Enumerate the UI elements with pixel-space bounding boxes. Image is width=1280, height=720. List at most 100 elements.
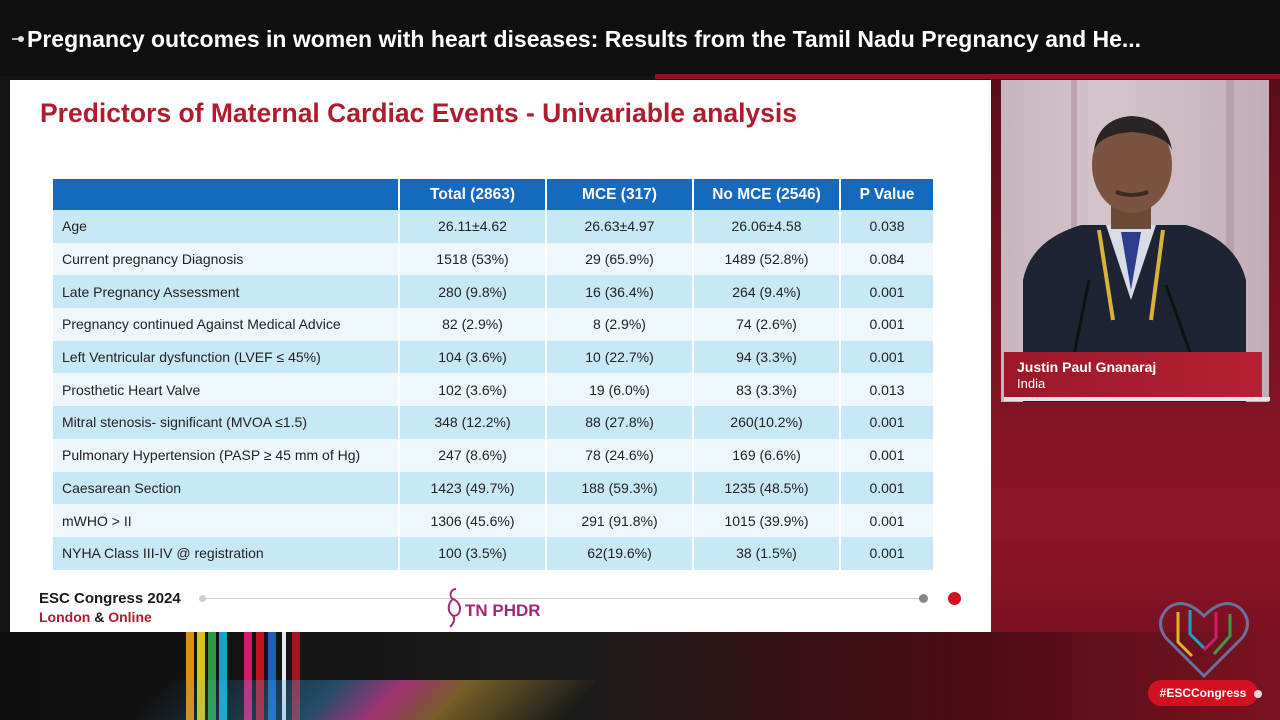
decor-stripe xyxy=(256,632,264,720)
speaker-name: Justin Paul Gnanaraj xyxy=(1017,359,1157,375)
value-cell: 104 (3.6%) xyxy=(398,340,546,374)
table-row: Age 26.11±4.62 26.63±4.97 26.06±4.58 0.038 xyxy=(53,210,933,243)
table-row: NYHA Class III-IV @ registration 100 (3.5… xyxy=(53,536,933,570)
tnphdr-logo-text: TN PHDR xyxy=(465,601,541,620)
value-cell: 247 (8.6%) xyxy=(398,438,546,472)
location-online: Online xyxy=(108,609,152,625)
row-label-cell: Pregnancy continued Against Medical Advi… xyxy=(53,308,399,341)
value-cell: 102 (3.6%) xyxy=(398,373,546,407)
value-cell: 1015 (39.9%) xyxy=(692,504,840,537)
table-row: Caesarean Section 1423 (49.7%) 188 (59.3%)… xyxy=(53,471,933,505)
value-cell: 264 (9.4%) xyxy=(692,275,840,309)
row-label-cell: mWHO > II xyxy=(53,504,399,537)
decor-stripe xyxy=(219,632,227,720)
value-cell: 280 (9.8%) xyxy=(398,275,546,309)
value-cell: 188 (59.3%) xyxy=(545,471,693,505)
decor-stripe xyxy=(186,632,194,720)
value-cell: 0.001 xyxy=(839,504,933,537)
congress-location: London & Online xyxy=(39,609,152,625)
row-label-cell: Caesarean Section xyxy=(53,471,399,505)
presentation-slide: Predictors of Maternal Cardiac Events - … xyxy=(10,80,991,632)
value-cell: 88 (27.8%) xyxy=(545,406,693,439)
row-label-cell: Current pregnancy Diagnosis xyxy=(53,242,399,276)
esc-heart-logo-icon xyxy=(1159,602,1249,679)
value-cell: 29 (65.9%) xyxy=(545,242,693,276)
table-header-row: Total (2863) MCE (317) No MCE (2546) P V… xyxy=(53,179,933,210)
value-cell: 8 (2.9%) xyxy=(545,308,693,341)
value-cell: 0.001 xyxy=(839,308,933,341)
value-cell: 1518 (53%) xyxy=(398,242,546,276)
value-cell: 78 (24.6%) xyxy=(545,438,693,472)
value-cell: 169 (6.6%) xyxy=(692,438,840,472)
decor-stripe xyxy=(268,632,276,720)
table-row: Left Ventricular dysfunction (LVEF ≤ 45%… xyxy=(53,340,933,374)
progress-start-dot xyxy=(199,595,206,602)
value-cell: 10 (22.7%) xyxy=(545,340,693,374)
row-label-cell: Age xyxy=(53,210,399,243)
table-row: Pulmonary Hypertension (PASP ≥ 45 mm of … xyxy=(53,438,933,472)
value-cell: 83 (3.3%) xyxy=(692,373,840,407)
value-cell: 0.038 xyxy=(839,210,933,243)
session-title: Pregnancy outcomes in women with heart d… xyxy=(27,26,1142,52)
value-cell: 26.63±4.97 xyxy=(545,210,693,243)
value-cell: 26.11±4.62 xyxy=(398,210,546,243)
header-cell: No MCE (2546) xyxy=(692,179,840,210)
hashtag-badge: #ESCCongress xyxy=(1148,680,1258,706)
table-row: mWHO > II 1306 (45.6%) 291 (91.8%) 1015 (39… xyxy=(53,504,933,537)
table-row: Current pregnancy Diagnosis 1518 (53%) 29 … xyxy=(53,242,933,276)
hashtag-dot-icon xyxy=(1254,690,1262,698)
value-cell: 74 (2.6%) xyxy=(692,308,840,341)
value-cell: 1235 (48.5%) xyxy=(692,471,840,505)
value-cell: 26.06±4.58 xyxy=(692,210,840,243)
value-cell: 16 (36.4%) xyxy=(545,275,693,309)
stage-background xyxy=(0,632,1280,720)
value-cell: 0.001 xyxy=(839,438,933,472)
location-city: London xyxy=(39,609,91,625)
row-label-cell: Pulmonary Hypertension (PASP ≥ 45 mm of … xyxy=(53,438,399,472)
decor-stripe xyxy=(208,632,216,720)
location-amp: & xyxy=(94,609,105,625)
header-cell: Total (2863) xyxy=(398,179,546,210)
row-label-cell: Prosthetic Heart Valve xyxy=(53,373,399,407)
slide-title: Predictors of Maternal Cardiac Events - … xyxy=(40,98,798,128)
lower-third-bar xyxy=(1004,397,1270,401)
table-row: Prosthetic Heart Valve 102 (3.6%) 19 (6.0%… xyxy=(53,373,933,407)
floor-light-beam xyxy=(133,680,597,720)
header-cell: P Value xyxy=(839,179,933,210)
value-cell: 0.001 xyxy=(839,536,933,570)
table-row: Mitral stenosis- significant (MVOA ≤1.5)… xyxy=(53,406,933,439)
value-cell: 260(10.2%) xyxy=(692,406,840,439)
value-cell: 0.001 xyxy=(839,471,933,505)
value-cell: 100 (3.5%) xyxy=(398,536,546,570)
value-cell: 38 (1.5%) xyxy=(692,536,840,570)
value-cell: 82 (2.9%) xyxy=(398,308,546,341)
value-cell: 0.001 xyxy=(839,340,933,374)
row-label-cell: NYHA Class III-IV @ registration xyxy=(53,536,399,570)
value-cell: 0.013 xyxy=(839,373,933,407)
row-label-cell: Left Ventricular dysfunction (LVEF ≤ 45%… xyxy=(53,340,399,374)
header-cell: MCE (317) xyxy=(545,179,693,210)
row-label-cell: Mitral stenosis- significant (MVOA ≤1.5) xyxy=(53,406,399,439)
value-cell: 348 (12.2%) xyxy=(398,406,546,439)
value-cell: 291 (91.8%) xyxy=(545,504,693,537)
progress-current-dot xyxy=(948,592,961,605)
value-cell: 1489 (52.8%) xyxy=(692,242,840,276)
decor-stripe xyxy=(282,632,286,720)
value-cell: 94 (3.3%) xyxy=(692,340,840,374)
value-cell: 62(19.6%) xyxy=(545,536,693,570)
value-cell: 0.001 xyxy=(839,406,933,439)
value-cell: 19 (6.0%) xyxy=(545,373,693,407)
congress-name: ESC Congress 2024 xyxy=(39,590,181,607)
table-row: Pregnancy continued Against Medical Advi… xyxy=(53,308,933,341)
value-cell: 0.001 xyxy=(839,275,933,309)
title-bullet-icon xyxy=(12,36,24,42)
results-table: Total (2863) MCE (317) No MCE (2546) P V… xyxy=(53,179,933,570)
decor-stripe xyxy=(244,632,252,720)
value-cell: 1423 (49.7%) xyxy=(398,471,546,505)
speaker-country: India xyxy=(1017,376,1046,391)
row-label-cell: Late Pregnancy Assessment xyxy=(53,275,399,309)
decor-stripe xyxy=(197,632,205,720)
decor-stripe xyxy=(292,632,300,720)
title-bar-accent xyxy=(655,74,1280,79)
slide-progress-track xyxy=(202,598,922,599)
